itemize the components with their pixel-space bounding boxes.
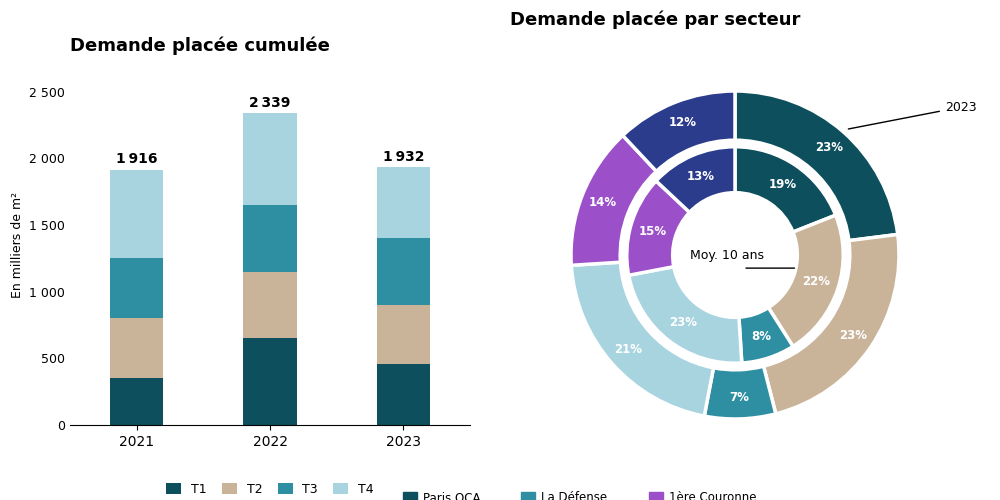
Wedge shape	[768, 215, 843, 346]
Bar	[243, 205, 297, 272]
Text: 2023: 2023	[848, 100, 977, 129]
Text: Moy. 10 ans: Moy. 10 ans	[690, 248, 764, 262]
Wedge shape	[629, 266, 742, 363]
Text: 7%: 7%	[730, 391, 749, 404]
Bar	[243, 272, 297, 338]
Bar	[377, 364, 430, 425]
Text: 2 339: 2 339	[249, 96, 291, 110]
Text: 14%: 14%	[588, 196, 616, 209]
Text: 1 916: 1 916	[116, 152, 157, 166]
Wedge shape	[735, 91, 898, 240]
Bar	[110, 318, 163, 378]
Bar	[377, 168, 430, 238]
Y-axis label: En milliers de m²: En milliers de m²	[11, 192, 24, 298]
Text: 1 932: 1 932	[383, 150, 424, 164]
Wedge shape	[656, 147, 735, 212]
Wedge shape	[704, 366, 776, 419]
Text: 12%: 12%	[668, 116, 696, 129]
Bar	[110, 258, 163, 318]
Text: 23%: 23%	[669, 316, 697, 329]
Wedge shape	[571, 136, 656, 266]
Text: Demande placée cumulée: Demande placée cumulée	[70, 36, 330, 55]
Text: 8%: 8%	[751, 330, 771, 342]
Bar	[110, 378, 163, 425]
Wedge shape	[627, 181, 690, 276]
Text: 23%: 23%	[839, 328, 867, 342]
Wedge shape	[739, 308, 793, 363]
Bar	[243, 113, 297, 205]
Text: 13%: 13%	[687, 170, 715, 183]
Wedge shape	[571, 262, 713, 416]
Wedge shape	[764, 234, 899, 414]
Legend: T1, T2, T3, T4: T1, T2, T3, T4	[161, 478, 379, 500]
Text: 15%: 15%	[639, 224, 667, 237]
Bar	[377, 238, 430, 305]
Wedge shape	[735, 147, 836, 232]
Text: 21%: 21%	[614, 343, 642, 356]
Bar	[243, 338, 297, 425]
Text: 19%: 19%	[769, 178, 797, 191]
Wedge shape	[623, 91, 735, 172]
Text: Demande placée par secteur: Demande placée par secteur	[510, 11, 800, 30]
Bar	[110, 170, 163, 258]
Text: 22%: 22%	[802, 275, 830, 288]
Bar	[377, 305, 430, 364]
Legend: Paris QCA, Reste de Paris, La Défense, Croissant Ouest, 1ère Couronne, 2ème Cour: Paris QCA, Reste de Paris, La Défense, C…	[398, 486, 768, 500]
Text: 23%: 23%	[815, 142, 843, 154]
